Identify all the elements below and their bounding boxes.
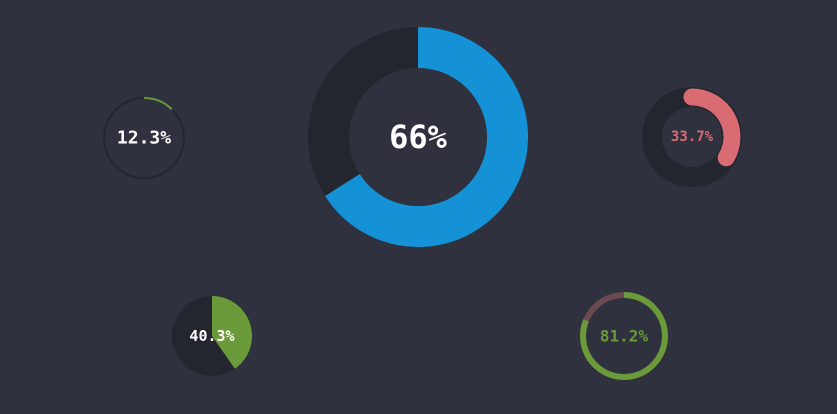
value-label: 12.3% [117,128,171,149]
value-label: 33.7% [671,129,714,145]
progress-arc [325,27,528,247]
value-label: 40.3% [189,327,234,345]
value-label: 81.2% [600,327,649,346]
progress-arc [683,88,741,167]
progress-arc [580,292,668,380]
value-label: 66% [389,118,448,156]
pie-slice [212,296,253,369]
progress-arc [143,97,173,111]
